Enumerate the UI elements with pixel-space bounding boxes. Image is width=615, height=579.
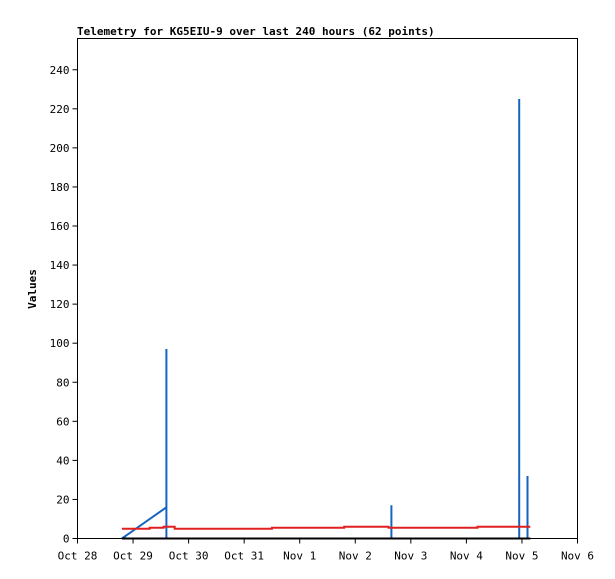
- y-tick-label: 160: [50, 220, 70, 233]
- x-tick-label: Oct 28: [58, 550, 98, 563]
- x-tick-label: Nov 3: [394, 550, 427, 563]
- y-tick-label: 120: [50, 298, 70, 311]
- x-tick-label: Nov 2: [339, 550, 372, 563]
- y-tick-label: 60: [56, 415, 69, 428]
- y-tick-label: 40: [56, 454, 69, 467]
- y-tick-label: 100: [50, 337, 70, 350]
- x-tick-label: Oct 29: [113, 550, 153, 563]
- x-axis: Oct 28 Oct 29 Oct 30 Oct 31 Nov 1 Nov 2 Nov 3 N…: [58, 538, 594, 563]
- y-tick-label: 200: [50, 142, 70, 155]
- y-tick-label: 80: [56, 376, 69, 389]
- y-axis-label: Values: [26, 269, 39, 309]
- plot-frame: [77, 38, 578, 539]
- y-tick-label: 220: [50, 103, 70, 116]
- y-tick-label: 0: [63, 533, 70, 546]
- x-tick-label: Oct 30: [169, 550, 209, 563]
- x-tick-label: Nov 6: [561, 550, 594, 563]
- y-axis: 0 20 40 60 80 100 120 140 160 180 200 220 240: [50, 64, 78, 546]
- y-tick-label: 140: [50, 259, 70, 272]
- x-tick-label: Nov 4: [450, 550, 483, 563]
- chart-title: Telemetry for KG5EIU-9 over last 240 hou…: [77, 25, 435, 38]
- x-tick-label: Nov 1: [283, 550, 316, 563]
- series-line-1: [121, 99, 529, 540]
- series-line-2: [121, 525, 531, 530]
- x-tick-label: Oct 31: [224, 550, 264, 563]
- series-group: [121, 99, 531, 540]
- y-tick-label: 180: [50, 181, 70, 194]
- x-tick-label: Nov 5: [505, 550, 538, 563]
- y-tick-label: 20: [56, 493, 69, 506]
- y-tick-label: 240: [50, 64, 70, 77]
